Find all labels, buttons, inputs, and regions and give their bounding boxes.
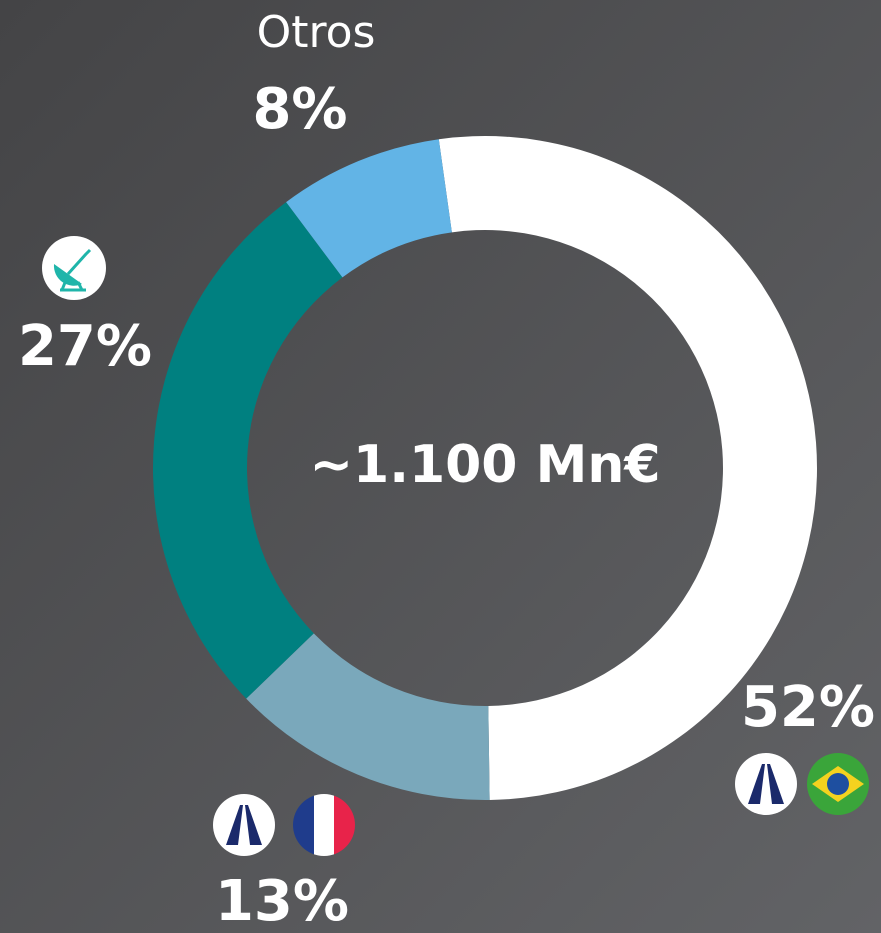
category-label: Otros [257,7,376,58]
donut-segment [153,202,343,699]
value-label: 8% [252,77,347,142]
brazil-flag [807,753,869,815]
donut-segment [438,136,817,800]
center-label: ~1.100 Mn€ [309,435,660,495]
donut-segment [286,139,452,278]
donut-segment [246,633,490,800]
road-icon [735,753,797,815]
satellite-icon [42,236,106,300]
value-label: 13% [215,869,349,933]
road-icon [213,794,275,856]
value-label: 52% [741,675,875,740]
donut [153,136,817,800]
value-label: 27% [18,314,152,379]
france-flag [293,794,355,856]
